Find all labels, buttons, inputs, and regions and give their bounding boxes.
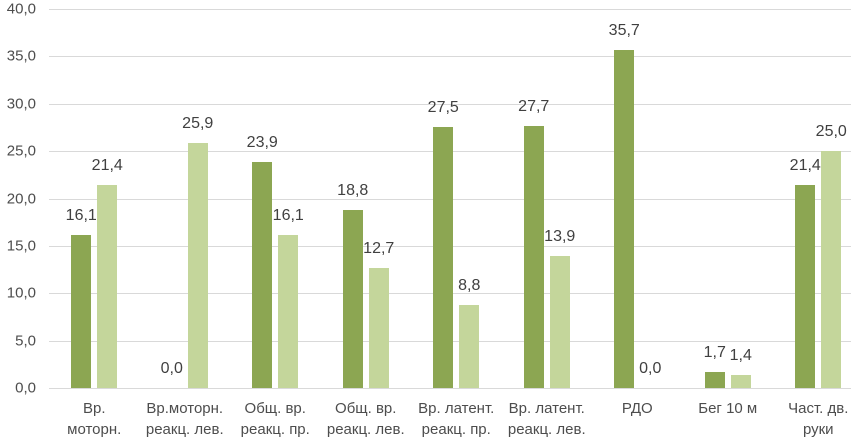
bar-value-label: 8,8 (458, 276, 481, 294)
bar-light-green (821, 151, 842, 388)
bar-light-green (730, 374, 751, 388)
bar-value-label: 35,7 (608, 21, 640, 39)
x-axis-category-label: Вр.моторн. реакц. лев. (145, 400, 224, 438)
x-axis-category-label: Част. дв. руки (788, 400, 849, 438)
x-axis-category-label: Вр. латент. реакц. лев. (507, 400, 586, 438)
bar-dark-green (704, 371, 725, 388)
bar-light-green (278, 235, 299, 388)
bar-dark-green (795, 185, 816, 388)
x-axis-category-label: Общ. вр. реакц. лев. (326, 400, 405, 438)
y-axis-tick-label: 20,0 (6, 190, 36, 207)
bar-value-label: 0,0 (639, 360, 662, 377)
bar-value-label: 16,1 (65, 207, 97, 225)
gridline (49, 9, 851, 10)
bar-value-label: 12,7 (363, 239, 395, 257)
x-axis-category-label: Общ. вр. реакц. пр. (240, 400, 310, 438)
bar-dark-green (433, 127, 454, 388)
bar-value-label: 27,5 (427, 99, 459, 117)
bar-value-label: 1,4 (729, 346, 752, 364)
bar-light-green (187, 142, 208, 388)
x-axis-category-label: РДО (621, 400, 653, 417)
bar-value-label: 13,9 (544, 228, 576, 246)
y-axis-tick-label: 15,0 (6, 237, 36, 255)
bar-dark-green (71, 235, 92, 388)
bar-light-green (368, 267, 389, 388)
bar-light-green (97, 185, 118, 388)
y-axis-tick-label: 0,0 (15, 379, 36, 397)
bar-value-label: 0,0 (160, 360, 183, 377)
bar-value-label: 21,4 (789, 157, 821, 175)
bar-dark-green (523, 125, 544, 388)
x-axis-category-label: Вр. латент. реакц. пр. (418, 400, 495, 438)
bar-value-label: 23,9 (246, 133, 278, 151)
bar-value-label: 25,0 (815, 123, 847, 141)
gridline (49, 103, 851, 105)
bar-value-label: 21,4 (91, 157, 123, 175)
y-axis-tick-label: 40,0 (6, 0, 36, 18)
y-axis-tick-label: 5,0 (15, 332, 36, 350)
bar-dark-green (342, 209, 363, 388)
y-axis-tick-label: 35,0 (6, 47, 36, 65)
gridline (49, 388, 851, 389)
bar-light-green (549, 256, 570, 388)
bar-value-label: 1,7 (703, 343, 726, 361)
x-axis-category-label: Бег 10 м (698, 400, 758, 417)
x-axis-category-label: Вр. моторн. (67, 400, 122, 438)
y-axis-tick-label: 25,0 (6, 142, 36, 160)
bar-value-label: 18,8 (337, 181, 369, 199)
bar-value-label: 27,7 (518, 97, 550, 115)
y-axis-tick-label: 30,0 (6, 95, 36, 113)
bar-light-green (459, 304, 480, 388)
bar-value-label: 16,1 (272, 207, 304, 225)
y-axis-tick-label: 10,0 (6, 284, 36, 302)
bar-dark-green (614, 49, 635, 388)
bar-value-label: 25,9 (182, 114, 214, 132)
bar-dark-green (252, 161, 273, 388)
gridline (49, 56, 851, 58)
